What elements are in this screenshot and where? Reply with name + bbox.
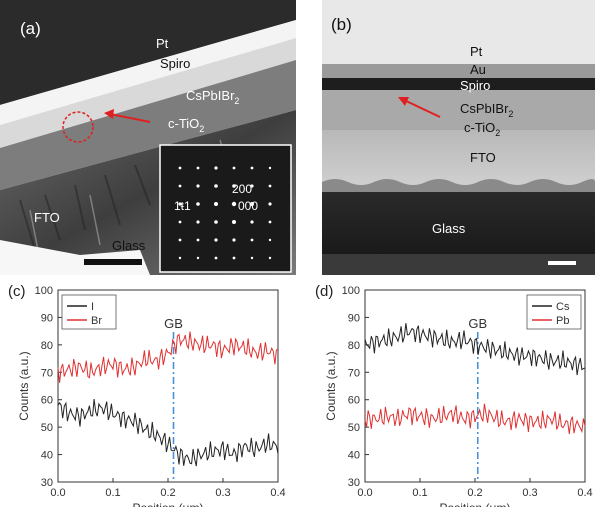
legend-label-cs: Cs <box>556 301 570 313</box>
saed-index-1-bar1-1: 1ŧ1 <box>174 199 191 213</box>
x-tick-label: 0.0 <box>50 487 65 499</box>
label-pt-b: Pt <box>470 44 483 59</box>
x-axis-label: Position (μm) <box>440 501 511 507</box>
line-chart-d: 30 40 50 60 70 80 90 100 0.0 0.1 0.2 0.3 0.4 Position… <box>315 283 593 507</box>
grain-boundary-circle <box>62 111 94 143</box>
diffraction-spots <box>178 166 272 260</box>
series-line-br <box>57 331 279 383</box>
y-axis-label: Counts (a.u.) <box>324 351 338 420</box>
pt-layer <box>0 20 296 125</box>
y-tick-label: 100 <box>35 285 53 297</box>
tem-panel-a: 200 1ŧ1 000 (a) Pt Spiro CsPbIBr2 c-TiO2… <box>0 0 296 275</box>
y-tick-label: 50 <box>348 422 360 434</box>
label-cspbibr2-b: CsPbIBr2 <box>460 101 513 119</box>
x-tick-label: 0.3 <box>215 487 230 499</box>
label-spiro-b: Spiro <box>460 78 490 93</box>
y-tick-label: 50 <box>41 422 53 434</box>
tem-panel-b: (b) Pt Au Spiro CsPbIBr2 c-TiO2 FTO Glas… <box>322 0 595 275</box>
x-tick-label: 0.1 <box>412 487 427 499</box>
x-tick-label: 0.4 <box>577 487 592 499</box>
y-axis-label: Counts (a.u.) <box>17 351 31 420</box>
perovskite-layer-b <box>322 90 595 130</box>
arrow-head-b <box>398 97 409 106</box>
legend-box <box>526 294 582 330</box>
saed-index-000: 000 <box>238 199 258 213</box>
y-tick-label: 30 <box>348 477 360 489</box>
legend-label-pb: Pb <box>556 315 569 327</box>
y-tick-label: 90 <box>348 312 360 324</box>
panel-label: (d) <box>315 283 333 300</box>
spiro-layer <box>0 38 296 148</box>
spiro-layer-b <box>322 78 595 90</box>
scale-bar-b <box>548 261 576 265</box>
label-ctio2-b: c-TiO2 <box>464 120 500 138</box>
x-tick-label: 0.2 <box>160 487 175 499</box>
label-pt: Pt <box>156 36 169 51</box>
y-tick-label: 70 <box>41 367 53 379</box>
saed-inset: 200 1ŧ1 000 <box>159 144 292 273</box>
y-tick-label: 80 <box>348 340 360 352</box>
glass-layer-b <box>322 192 595 254</box>
glass-region <box>0 240 150 275</box>
saed-index-200: 200 <box>232 182 252 196</box>
x-axis-label: Position (μm) <box>133 501 204 507</box>
label-fto: FTO <box>34 210 60 225</box>
vacuum-region <box>0 0 296 105</box>
x-tick-label: 0.3 <box>522 487 537 499</box>
panel-label: (c) <box>8 283 26 300</box>
grain-boundary-arrow-b <box>403 99 441 118</box>
y-tick-label: 80 <box>41 340 53 352</box>
perovskite-layer <box>0 60 296 190</box>
line-chart-c: 30 40 50 60 70 80 90 100 0.0 0.1 0.2 0.3 0.4 Position… <box>8 283 286 507</box>
glass-bottom-b <box>322 254 595 275</box>
y-tick-label: 30 <box>41 477 53 489</box>
label-glass-b: Glass <box>432 221 466 236</box>
scale-bar <box>84 259 142 265</box>
arrow-head <box>104 109 114 119</box>
x-tick-label: 0.2 <box>467 487 482 499</box>
au-layer <box>322 64 595 78</box>
legend-label-br: Br <box>91 315 102 327</box>
y-tick-label: 90 <box>41 312 53 324</box>
fto-layer-b <box>322 130 595 185</box>
y-tick-label: 100 <box>342 285 360 297</box>
series-line-cs <box>364 323 586 376</box>
y-tick-label: 70 <box>348 367 360 379</box>
label-ctio2: c-TiO2 <box>168 116 204 134</box>
label-spiro: Spiro <box>160 56 190 71</box>
series-line-i <box>57 399 279 467</box>
legend-label-i: I <box>91 301 94 313</box>
x-tick-label: 0.1 <box>105 487 120 499</box>
label-cspbibr2: CsPbIBr2 <box>186 88 239 106</box>
panel-b-label: (b) <box>331 15 352 34</box>
y-tick-label: 40 <box>41 450 53 462</box>
y-tick-label: 60 <box>348 395 360 407</box>
y-tick-label: 60 <box>41 395 53 407</box>
label-au-b: Au <box>470 62 486 77</box>
y-tick-label: 40 <box>348 450 360 462</box>
series-line-pb <box>364 403 586 435</box>
grain-boundary-label: GB <box>468 316 487 331</box>
fto-texture <box>19 164 151 251</box>
grain-boundary-arrow <box>109 113 151 123</box>
fto-boundary <box>322 179 595 192</box>
legend-box <box>61 294 117 330</box>
label-fto-b: FTO <box>470 150 496 165</box>
label-glass: Glass <box>112 238 146 253</box>
grain-boundary-label: GB <box>164 316 183 331</box>
x-tick-label: 0.0 <box>357 487 372 499</box>
x-tick-label: 0.4 <box>270 487 285 499</box>
panel-a-label: (a) <box>20 19 41 38</box>
